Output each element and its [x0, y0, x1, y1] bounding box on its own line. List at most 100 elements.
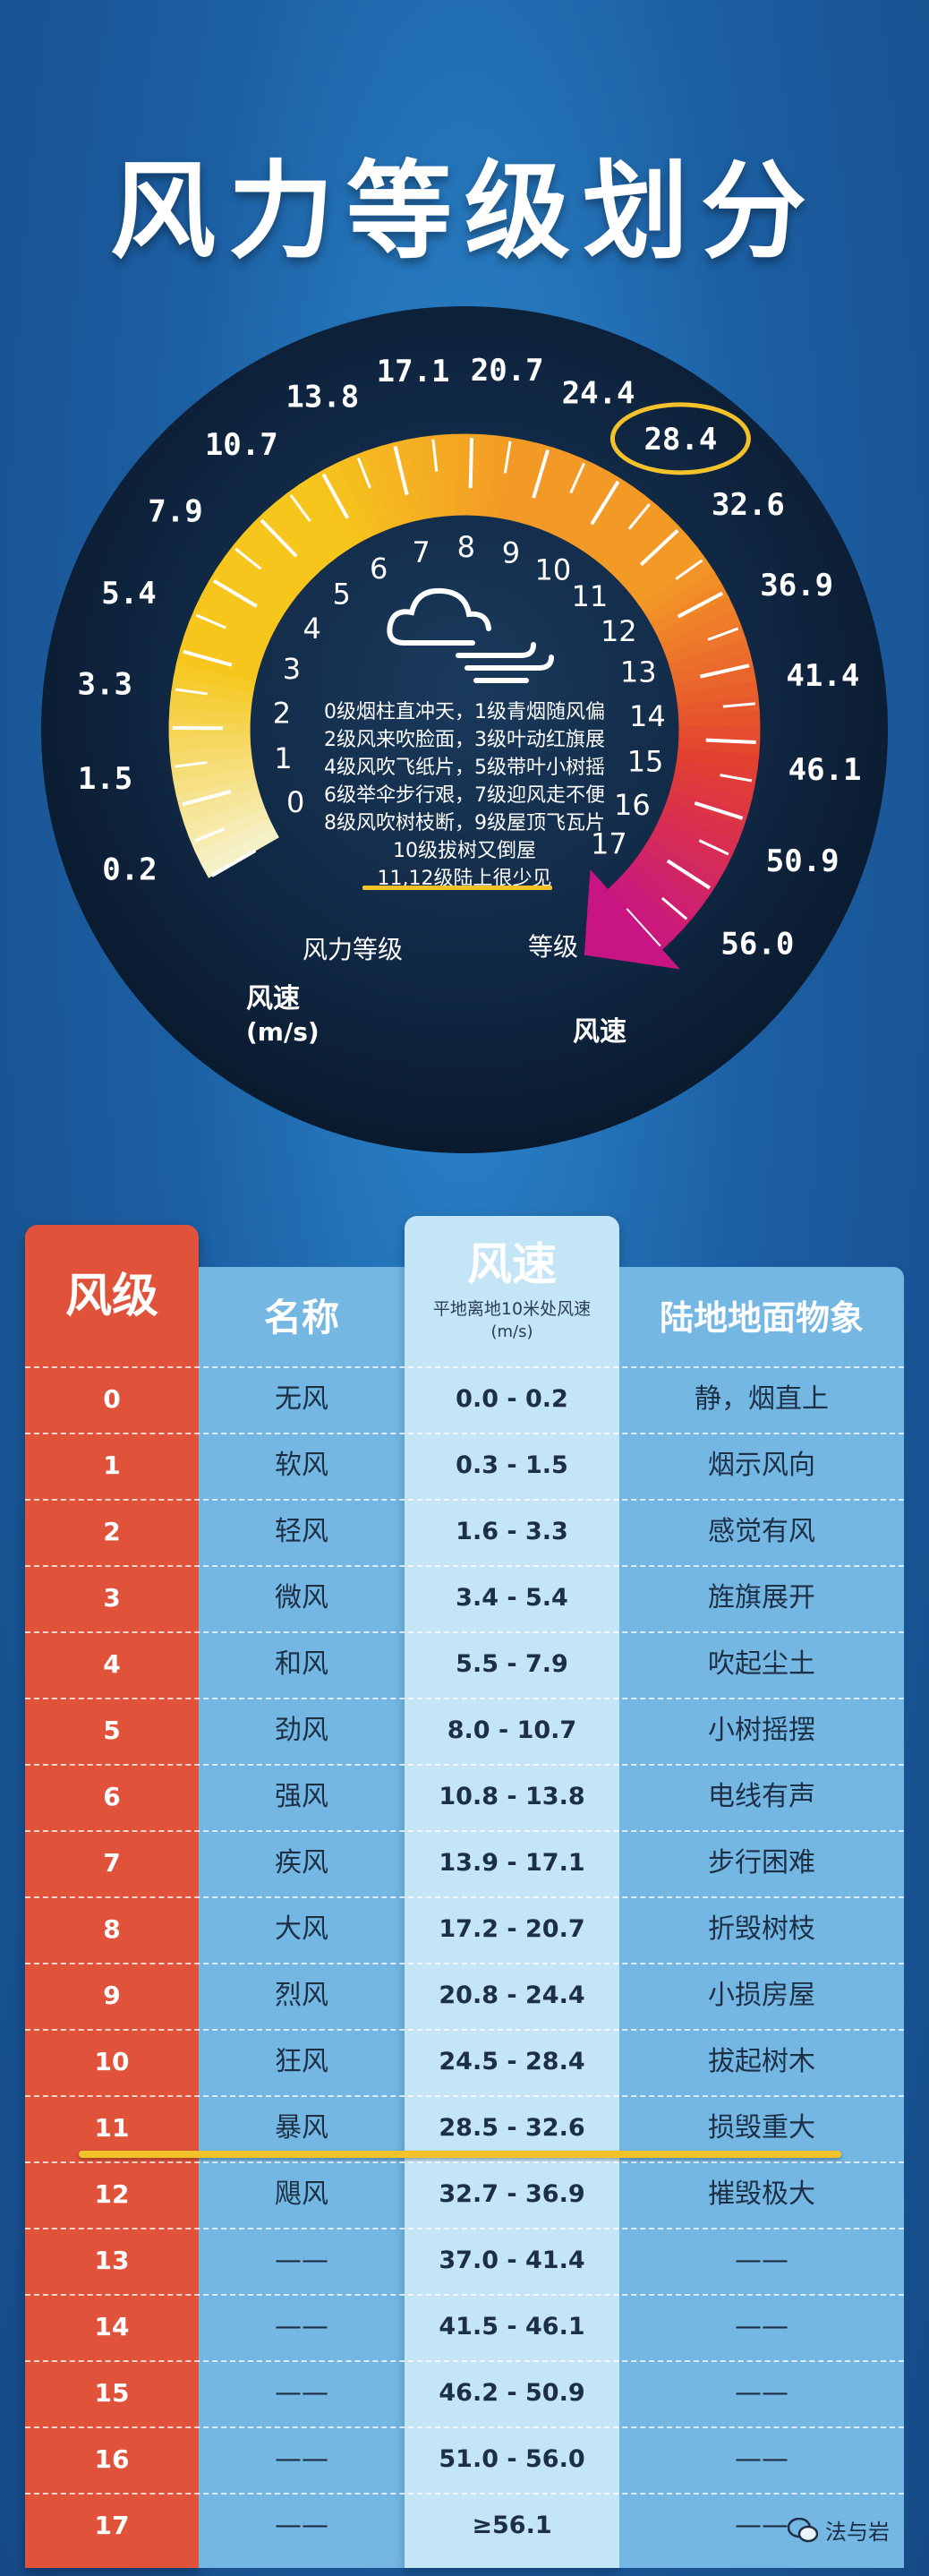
- gauge-level-label: 16: [614, 788, 651, 822]
- gauge-speed-label: 36.9: [760, 568, 833, 603]
- name-cell: ——: [275, 2510, 328, 2541]
- row-divider: [25, 1565, 904, 1567]
- level-cell: 10: [94, 2047, 130, 2076]
- name-cell: 轻风: [275, 1516, 328, 1547]
- phenomena-cell: 小损房屋: [708, 1980, 815, 2011]
- level-cell: 0: [103, 1384, 121, 1414]
- name-cell: 疾风: [275, 1847, 328, 1879]
- speed-cell: 5.5 - 7.9: [456, 1650, 568, 1678]
- name-cell: ——: [275, 2377, 328, 2409]
- row-divider: [25, 2228, 904, 2229]
- gauge-speed-label: 32.6: [712, 487, 785, 523]
- speed-cell: 51.0 - 56.0: [439, 2445, 585, 2473]
- name-cell: 大风: [275, 1913, 328, 1945]
- name-cell: 烈风: [275, 1980, 328, 2011]
- description-line: 10级拔树又倒屋: [393, 840, 536, 862]
- speed-cell: 17.2 - 20.7: [439, 1915, 585, 1943]
- gauge-tick: [175, 688, 208, 696]
- gauge-tick: [677, 591, 724, 619]
- gauge-speed-label: 24.4: [562, 376, 635, 412]
- gauge-level-label: 2: [273, 697, 291, 731]
- gauge-speed-label: 0.2: [102, 852, 157, 887]
- speed-cell: 3.4 - 5.4: [456, 1584, 568, 1612]
- gauge-speed-label: 17.1: [377, 354, 450, 389]
- gauge-tick: [625, 908, 661, 948]
- cloud-wind-icon: [387, 587, 554, 683]
- level-cell: 4: [103, 1649, 121, 1679]
- level-header: 风级: [64, 1270, 158, 1323]
- gauge-tick: [175, 761, 208, 768]
- gauge-speed-label: 28.4: [643, 422, 717, 458]
- left-speed-label: 风速: [246, 983, 300, 1014]
- level-cell: 15: [94, 2378, 130, 2408]
- phenomena-cell: 吹起尘土: [708, 1648, 815, 1680]
- row-divider: [25, 2493, 904, 2495]
- speed-cell: 10.8 - 13.8: [439, 1783, 585, 1810]
- gauge-tick: [195, 613, 226, 629]
- gauge-tick: [694, 800, 744, 820]
- table-row: 9 烈风 20.8 - 24.4 小损房屋: [25, 1963, 904, 2029]
- gauge-level-label: 8: [457, 530, 475, 564]
- row-divider: [25, 2426, 904, 2428]
- gauge-tick: [212, 578, 258, 608]
- gauge-tick: [720, 774, 753, 783]
- left-level-label: 风力等级: [303, 935, 403, 964]
- right-level-label: 等级: [528, 932, 578, 962]
- description-line: 6级举伞步行艰，7级迎风走不便: [324, 784, 605, 807]
- gauge-tick: [666, 859, 712, 890]
- gauge-tick: [431, 439, 439, 472]
- land-rare-divider-line: [79, 2151, 841, 2158]
- gauge-level-label: 11: [572, 579, 609, 613]
- speed-header-subtitle: 平地离地10米处风速: [432, 1299, 592, 1319]
- row-divider: [25, 2029, 904, 2031]
- gauge-speed-label: 13.8: [286, 379, 359, 415]
- table-row: 11 暴风 28.5 - 32.6 损毁重大: [25, 2095, 904, 2161]
- phenomena-cell: 烟示风向: [708, 1450, 815, 1481]
- gauge-tick: [321, 473, 350, 519]
- phenomena-header: 陆地地面物象: [659, 1298, 864, 1338]
- gauge-level-label: 1: [274, 741, 292, 775]
- gauge-tick: [590, 480, 620, 526]
- table-row: 12 飓风 32.7 - 36.9 摧毁极大: [25, 2161, 904, 2228]
- table-row: 17 —— ≥56.1 ——: [25, 2493, 904, 2559]
- gauge-speed-label: 3.3: [78, 667, 132, 703]
- name-column-bg: [199, 1267, 405, 2568]
- table-row: 16 —— 51.0 - 56.0 ——: [25, 2426, 904, 2493]
- level-cell: 1: [103, 1451, 121, 1480]
- speed-cell: 41.5 - 46.1: [439, 2313, 585, 2341]
- speed-cell: 32.7 - 36.9: [439, 2180, 585, 2208]
- gauge-speed-label: 41.4: [786, 658, 859, 694]
- gauge-level-label: 15: [627, 745, 664, 779]
- row-divider: [25, 1433, 904, 1434]
- speed-cell: 46.2 - 50.9: [439, 2379, 585, 2407]
- description-underline: [362, 886, 552, 890]
- speed-cell: 8.0 - 10.7: [447, 1716, 577, 1744]
- highlight-ring: [609, 402, 751, 475]
- gauge-tick: [234, 547, 262, 570]
- speed-cell: 28.5 - 32.6: [439, 2114, 585, 2142]
- gauge-tick: [661, 896, 688, 920]
- gauge-arrow-head: [584, 869, 680, 970]
- phenomena-cell: 折毁树枝: [708, 1913, 815, 1945]
- level-cell: 13: [94, 2246, 130, 2275]
- phenomena-cell: ——: [735, 2510, 788, 2541]
- level-cell: 12: [94, 2179, 130, 2209]
- page-title: 风力等级划分: [109, 150, 819, 273]
- name-cell: 和风: [275, 1648, 328, 1680]
- table-row: 10 狂风 24.5 - 28.4 拔起树木: [25, 2029, 904, 2095]
- phenomena-cell: ——: [735, 2311, 788, 2342]
- level-cell: 7: [103, 1848, 121, 1878]
- row-divider: [25, 2095, 904, 2097]
- speed-cell: 24.5 - 28.4: [439, 2048, 585, 2075]
- dial-background: [41, 306, 888, 1153]
- gauge-tick: [639, 528, 679, 567]
- level-cell: 5: [103, 1716, 121, 1745]
- gauge-tick: [289, 494, 311, 522]
- name-cell: 飓风: [275, 2178, 328, 2210]
- name-cell: 狂风: [275, 2046, 328, 2077]
- gauge-level-label: 5: [333, 578, 351, 612]
- gauge-tick-marks: [172, 438, 756, 948]
- level-cell: 8: [103, 1914, 121, 1944]
- gauge-level-label: 3: [283, 652, 301, 686]
- gauge-level-label: 17: [591, 826, 627, 860]
